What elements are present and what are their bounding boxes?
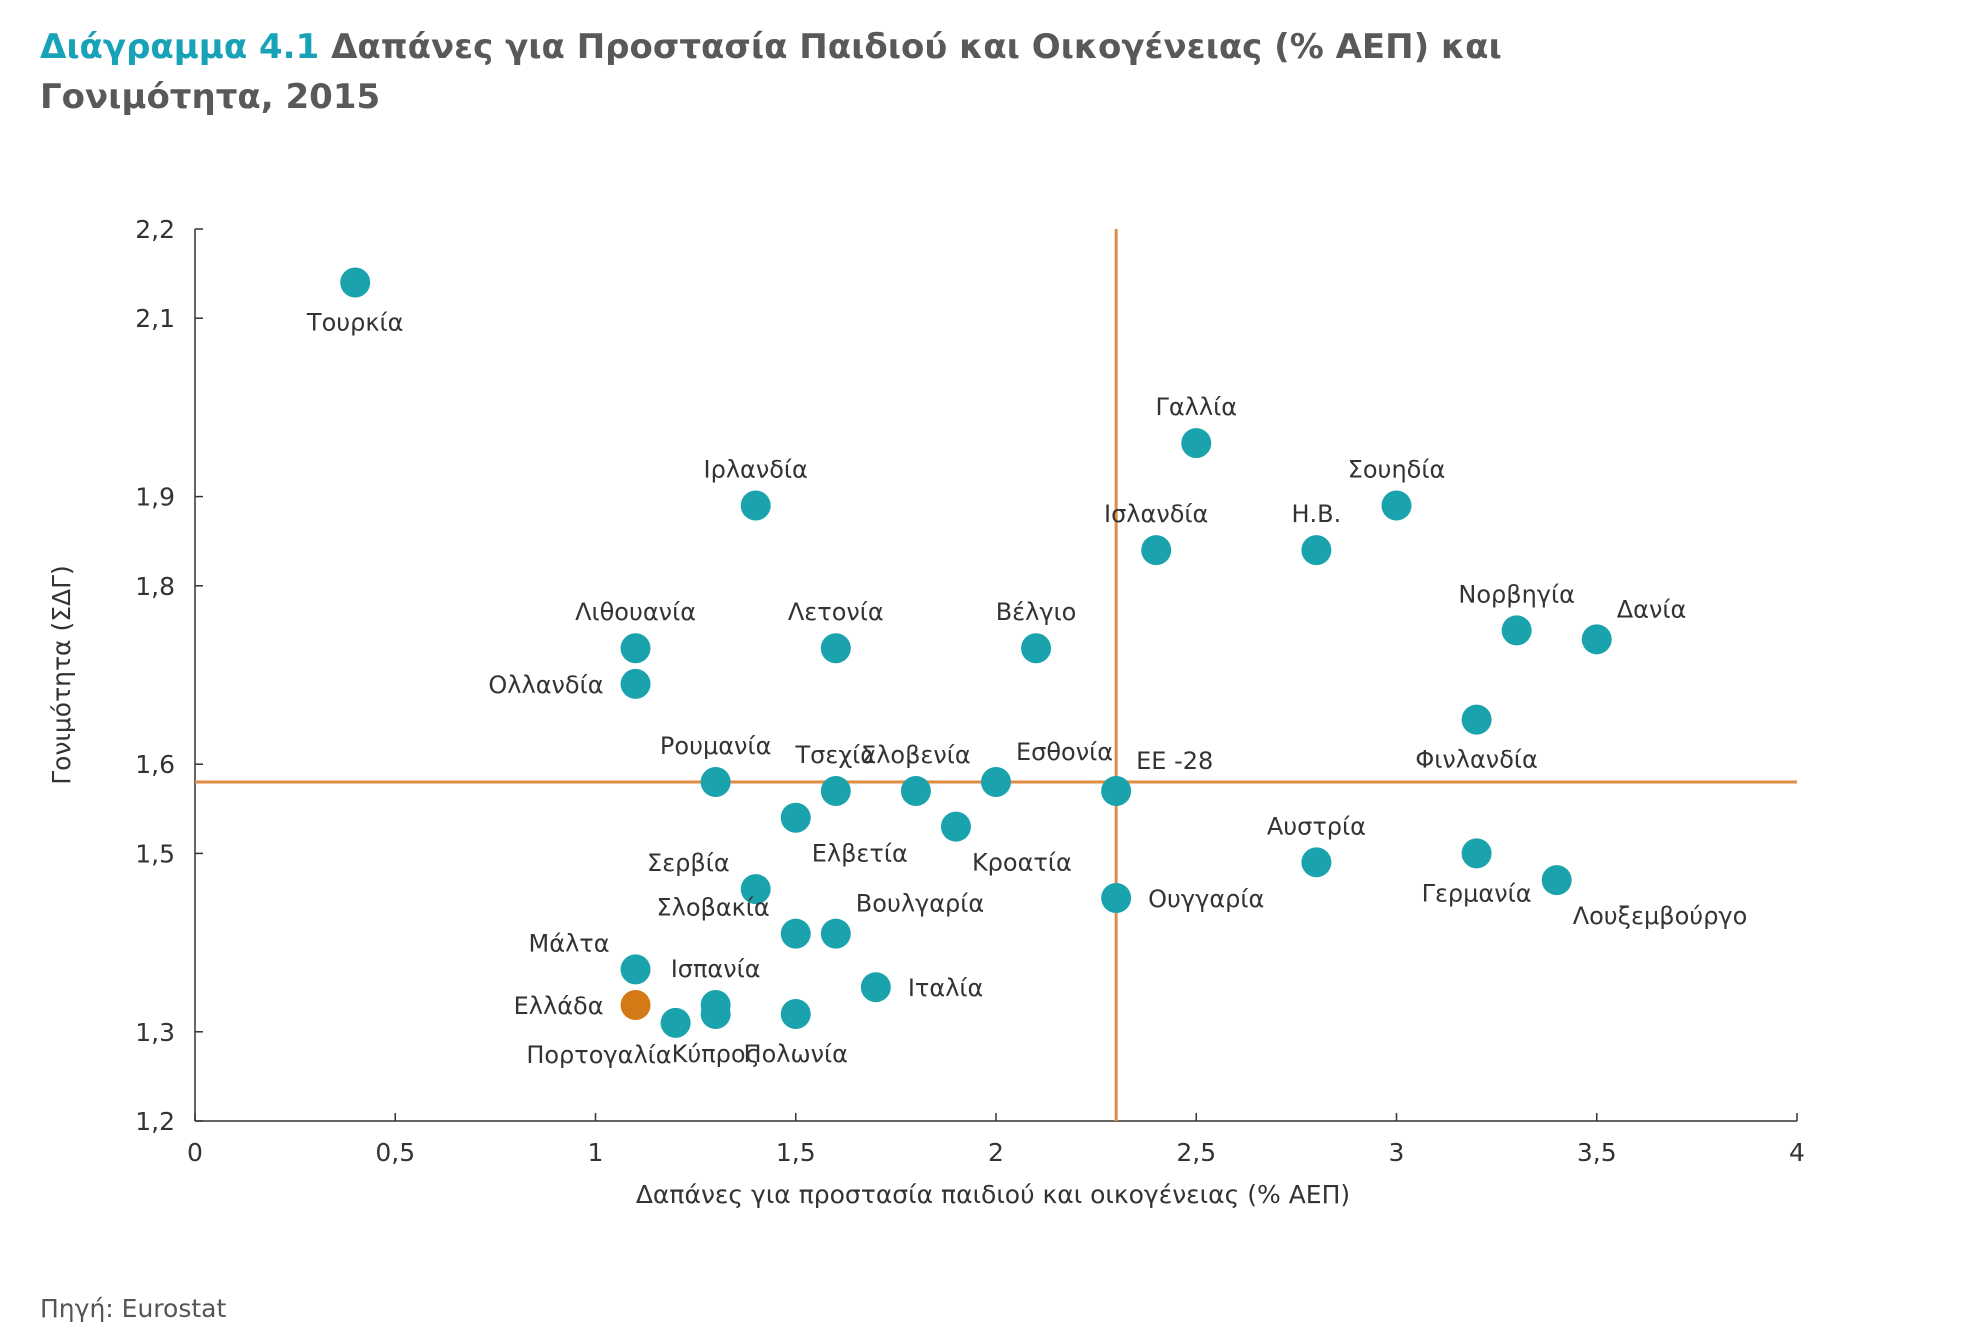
data-points [340, 267, 1612, 1038]
y-tick-label: 2,1 [135, 304, 175, 333]
data-point [940, 811, 971, 842]
data-point [780, 802, 811, 833]
data-point [660, 1007, 691, 1038]
y-tick-label: 1,8 [135, 572, 175, 601]
data-label: Μάλτα [529, 929, 610, 957]
y-tick-label: 1,3 [135, 1018, 175, 1047]
x-tick-label: 3,5 [1577, 1138, 1617, 1167]
data-point [820, 918, 851, 949]
data-point [1301, 535, 1332, 566]
data-point [780, 998, 811, 1029]
data-label: Γερμανία [1422, 879, 1532, 907]
data-label: Τουρκία [306, 309, 404, 337]
data-point [1301, 847, 1332, 878]
reference-lines [195, 229, 1797, 1121]
data-label: Ελλάδα [514, 992, 604, 1020]
x-tick-label: 4 [1789, 1138, 1805, 1167]
data-point [1381, 490, 1412, 521]
y-axis-title: Γονιμότητα (ΣΔΓ) [47, 565, 76, 785]
data-point [1461, 838, 1492, 869]
data-label: Σλοβακία [656, 894, 769, 922]
data-point [860, 972, 891, 1003]
data-label: Σερβία [647, 849, 730, 877]
y-tick-label: 1,9 [135, 483, 175, 512]
data-point [1101, 775, 1132, 806]
data-label: Ελβετία [812, 840, 908, 868]
y-tick-label: 1,2 [135, 1107, 175, 1136]
data-point [620, 990, 651, 1021]
data-label: Λουξεμβούργο [1573, 902, 1748, 930]
data-label: Βέλγιο [996, 598, 1077, 626]
data-point [700, 998, 731, 1029]
x-tick-label: 2 [988, 1138, 1004, 1167]
x-tick-label: 3 [1389, 1138, 1405, 1167]
source-note: Πηγή: Eurostat [40, 1294, 227, 1323]
data-point [1181, 428, 1212, 459]
data-point [740, 874, 771, 905]
data-label: Λιθουανία [575, 598, 696, 626]
data-point [1581, 624, 1612, 655]
data-label: Κύπρος [672, 1040, 760, 1068]
data-point [1141, 535, 1172, 566]
data-point [620, 668, 651, 699]
data-label: Η.Β. [1292, 500, 1342, 528]
data-point [1021, 633, 1052, 664]
data-point [340, 267, 371, 298]
data-label: Δανία [1617, 595, 1687, 623]
y-tick-label: 2,2 [135, 215, 175, 244]
data-label: Ισλανδία [1104, 500, 1208, 528]
data-point [820, 775, 851, 806]
data-label: ΕΕ -28 [1136, 747, 1213, 775]
data-point [981, 767, 1011, 798]
data-label: Βουλγαρία [856, 890, 984, 918]
data-label: Σουηδία [1348, 456, 1446, 484]
data-label: Σλοβενία [861, 741, 971, 769]
data-point [780, 918, 811, 949]
point-labels: Τουρκία Γαλλία Ιρλανδία Σουηδία Ισλανδία Η.Β.… [306, 309, 1747, 1069]
data-point [700, 767, 731, 798]
x-tick-label: 1 [588, 1138, 604, 1167]
chart-title: Διάγραμμα 4.1 Δαπάνες για Προστασία Παιδ… [40, 22, 1540, 122]
y-tick-label: 1,6 [135, 750, 175, 779]
data-label: Ολλανδία [488, 671, 603, 699]
data-point [1541, 865, 1572, 896]
data-label: Πολωνία [744, 1040, 848, 1068]
data-point [740, 490, 771, 521]
data-label: Λετονία [788, 598, 884, 626]
data-point [1501, 615, 1532, 646]
data-label: Αυστρία [1267, 812, 1366, 840]
data-label: Κροατία [972, 849, 1072, 877]
data-label: Τσεχία [794, 741, 876, 769]
data-label: Ισπανία [671, 955, 761, 983]
chart-title-label: Διάγραμμα 4.1 [40, 27, 320, 67]
data-label: Ιταλία [908, 974, 984, 1002]
chart-title-text: Δαπάνες για Προστασία Παιδιού και Οικογέ… [40, 27, 1502, 117]
x-tick-label: 0,5 [375, 1138, 415, 1167]
axes: 1,2 1,3 1,5 1,6 1,8 1,9 2,1 2,2 0 0,5 1 1,5 2 2,5 3 3,5… [135, 215, 1805, 1167]
data-point [900, 775, 931, 806]
x-tick-label: 0 [187, 1138, 203, 1167]
data-point [1461, 704, 1492, 735]
data-label: Εσθονία [1016, 738, 1113, 766]
data-point [1101, 883, 1132, 913]
data-label: Ουγγαρία [1148, 885, 1264, 913]
data-label: Ρουμανία [660, 732, 771, 760]
data-label: Ιρλανδία [704, 456, 808, 484]
x-tick-label: 2,5 [1176, 1138, 1216, 1167]
y-tick-label: 1,5 [135, 839, 175, 868]
data-point [620, 954, 651, 985]
data-label: Νορβηγία [1458, 580, 1575, 608]
x-axis-title: Δαπάνες για προστασία παιδιού και οικογέ… [636, 1180, 1350, 1209]
data-point [620, 633, 651, 664]
data-point [820, 633, 851, 664]
data-label: Φινλανδία [1415, 746, 1537, 774]
data-label: Πορτογαλία [526, 1041, 671, 1069]
data-label: Γαλλία [1155, 393, 1237, 421]
x-tick-label: 1,5 [776, 1138, 816, 1167]
